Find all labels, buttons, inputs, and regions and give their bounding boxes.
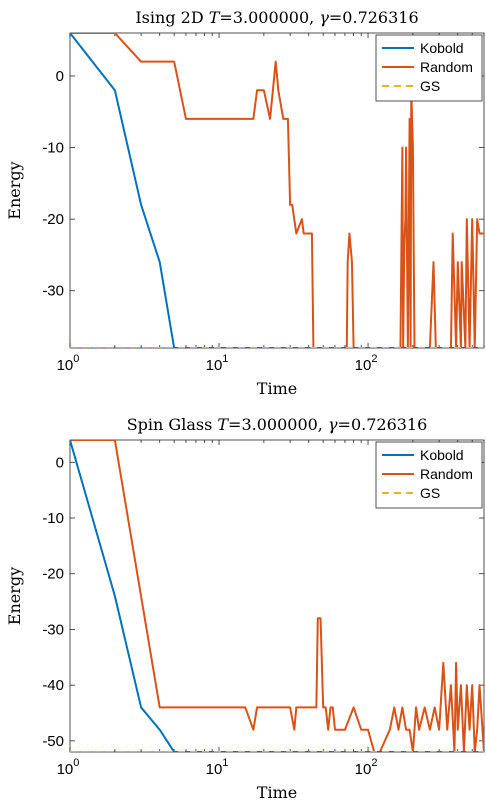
ising-title-title-T: T [209,8,221,27]
ising-plot-area [70,33,484,348]
ising-title-title-mid: =3.000000, [219,8,319,27]
ising-legend-label-gs: GS [420,78,440,94]
spin-glass-ylabel: Energy [5,567,24,625]
spin-glass-xlabel: Time [257,783,297,802]
ising-xtick-label: 100 [57,353,80,374]
spin-glass-ytick-label: -30 [42,621,64,638]
ising-series-kobold [70,33,484,348]
ising-series-random [70,33,484,348]
spin-glass-xtick-base: 10 [206,761,223,778]
ising-ylabel: Energy [5,161,24,219]
spin-glass-plot-area [70,440,484,752]
ising-ytick-label: -30 [42,283,64,300]
spin-glass-xtick-label: 102 [355,757,378,778]
spin-glass-legend-label-gs: GS [420,485,440,501]
spin-glass-series-kobold [70,440,484,752]
ising-ytick-label: -10 [42,140,64,157]
spin-glass-ytick-label: -40 [42,677,64,694]
ising-xtick-base: 10 [206,357,223,374]
spin-glass-series-random [70,440,484,752]
spin-glass-title-title-post: =0.726316 [338,415,428,434]
spin-glass-xtick-base: 10 [355,761,372,778]
spin-glass-ytick-label: 0 [56,454,64,471]
ising-ytick-label: -20 [42,211,64,228]
spin-glass-xtick-exponent: 0 [73,757,79,769]
spin-glass-ytick-label: -20 [42,566,64,583]
spin-glass-title-title-pre: Spin Glass [127,415,218,434]
ising-xtick-label: 101 [206,353,229,374]
spin-glass-panel: Spin Glass T=3.000000, γ=0.726316 0 -10 -20… [5,415,485,802]
spin-glass-legend-label-kobold: Kobold [420,447,464,463]
spin-glass-xtick-exponent: 1 [222,757,228,769]
spin-glass-xtick-base: 10 [57,761,74,778]
spin-glass-title-title-gamma: γ [328,415,338,434]
ising-legend-label-random: Random [420,59,473,75]
ising-title-title-post: =0.726316 [329,8,419,27]
ising-xtick-exponent: 2 [371,353,377,365]
ising-xtick-label: 102 [355,353,378,374]
spin-glass-legend-label-random: Random [420,466,473,482]
spin-glass-xtick-exponent: 2 [371,757,377,769]
spin-glass-ytick-label: -10 [42,510,64,527]
spin-glass-xtick-label: 101 [206,757,229,778]
ising-xlabel: Time [257,379,297,398]
spin-glass-title-title-T: T [217,415,229,434]
ising-panel: Ising 2D T=3.000000, γ=0.726316 0 -10 -20 -3… [5,8,485,398]
spin-glass-title-title-mid: =3.000000, [228,415,328,434]
spin-glass-ytick-label: -50 [42,733,64,750]
ising-legend-label-kobold: Kobold [420,40,464,56]
ising-xtick-base: 10 [355,357,372,374]
ising-title-title-gamma: γ [319,8,329,27]
spin-glass-legend: Kobold Random GS [375,441,483,509]
spin-glass-xtick-label: 100 [57,757,80,778]
ising-ytick-label: 0 [56,68,64,85]
spin-glass-title: Spin Glass T=3.000000, γ=0.726316 [127,415,428,434]
ising-xtick-base: 10 [57,357,74,374]
ising-xtick-exponent: 1 [222,353,228,365]
ising-title: Ising 2D T=3.000000, γ=0.726316 [135,8,418,27]
ising-legend: Kobold Random GS [375,34,483,102]
ising-xtick-exponent: 0 [73,353,79,365]
ising-title-title-pre: Ising 2D [135,8,208,27]
